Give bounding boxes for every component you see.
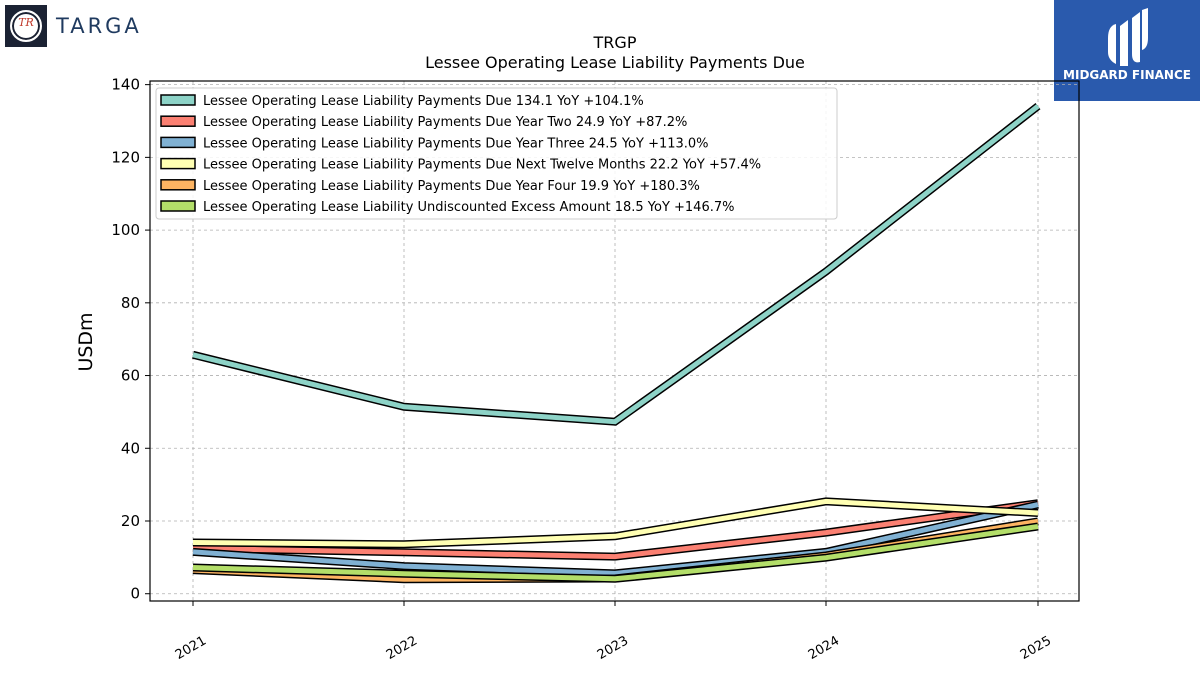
legend-swatch [160,94,196,106]
chart-subtitle: Lessee Operating Lease Liability Payment… [425,53,805,72]
y-tick-label: 80 [121,294,140,312]
series-layer [192,102,1041,584]
x-tick-label: 2024 [806,633,842,663]
legend-label: Lessee Operating Lease Liability Payment… [203,94,644,109]
series-line [192,502,1039,576]
y-tick-label: 40 [121,439,140,457]
x-tick-label: 2023 [595,633,631,663]
legend-label: Lessee Operating Lease Liability Undisco… [203,200,734,215]
legend-label: Lessee Operating Lease Liability Payment… [203,158,761,173]
legend-swatch [160,157,196,170]
y-tick-label: 0 [130,585,140,603]
legend-swatch [160,200,196,212]
y-tick-label: 120 [111,148,140,166]
legend-label: Lessee Operating Lease Liability Payment… [203,115,687,130]
midgard-name: MIDGARD FINANCE [1063,68,1191,82]
y-tick-label: 20 [121,512,140,530]
y-axis-label: USDm [75,312,97,371]
legend-label: Lessee Operating Lease Liability Payment… [203,179,700,194]
series-line [192,500,1039,560]
y-ticks: 0 20 40 60 80 100 120 140 [111,76,150,603]
x-ticks: 2021 2022 2023 2024 2025 [173,601,1054,663]
y-tick-label: 60 [121,367,140,385]
targa-logo: TR TARGA [4,4,164,48]
legend-label: Lessee Operating Lease Liability Payment… [203,136,709,151]
targa-emblem-icon: TR [5,5,47,47]
series-line [192,104,1040,425]
x-tick-label: 2021 [173,633,209,663]
legend-swatch [160,115,196,127]
chart-title: TRGP [593,33,637,52]
legend-box [155,87,838,220]
series-line [192,524,1039,582]
series-line [192,498,1039,547]
x-tick-label: 2025 [1018,633,1054,663]
legend-swatch [160,179,196,191]
midgard-mark-icon [1108,8,1148,66]
legend-swatch [160,136,196,149]
y-tick-label: 100 [111,221,140,239]
targa-wordmark: TARGA [56,14,142,38]
midgard-finance-logo: MIDGARD FINANCE [1054,0,1200,101]
legend: Lessee Operating Lease Liability Payment… [155,87,838,220]
targa-emblem-text: TR [18,16,34,29]
x-tick-label: 2022 [384,633,420,663]
y-tick-label: 140 [111,76,140,94]
